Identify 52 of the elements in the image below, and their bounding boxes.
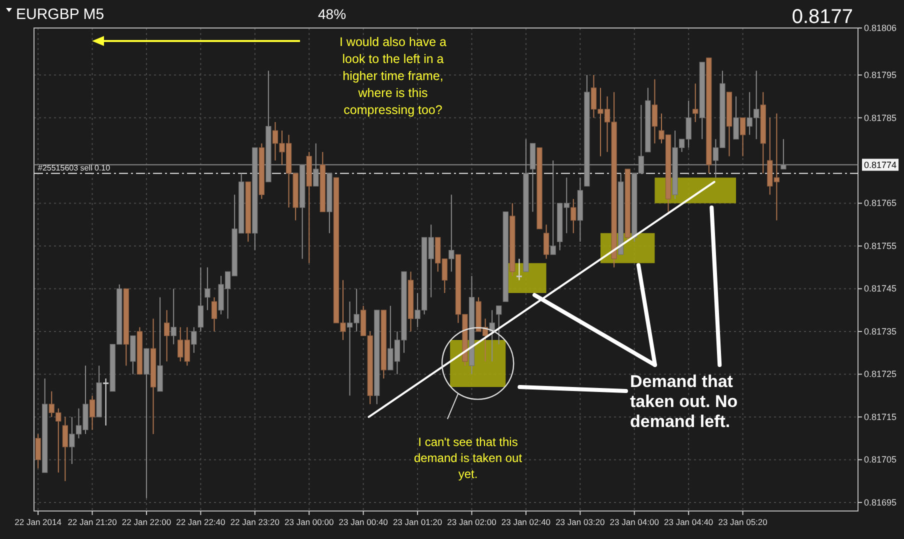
x-tick-label: 22 Jan 22:00 (122, 517, 172, 527)
y-tick-label: 0.81795 (864, 70, 897, 80)
x-tick-label: 23 Jan 03:20 (556, 517, 606, 527)
y-tick-label: 0.81725 (864, 369, 897, 380)
y-tick-label: 0.81785 (864, 112, 897, 123)
ref-line-label: #25515603 sell 0.10 (38, 163, 111, 172)
y-tick-label: 0.81715 (864, 412, 897, 422)
candlestick (204, 266, 210, 311)
x-tick-label: 23 Jan 00:40 (338, 517, 388, 527)
y-tick-label: 0.81745 (864, 284, 897, 294)
x-tick-label: 22 Jan 21:20 (68, 517, 118, 527)
y-tick-label: 0.81806 (864, 23, 897, 33)
candlestick (198, 266, 204, 332)
y-tick-label: 0.81695 (864, 497, 897, 508)
x-tick-label: 22 Jan 22:40 (176, 517, 226, 527)
candlestick (89, 395, 96, 430)
candlestick (496, 305, 502, 345)
candlestick (448, 194, 454, 272)
candlestick (543, 224, 550, 260)
candlestick (164, 310, 170, 362)
candlestick (692, 83, 698, 123)
y-tick-label: 0.81755 (864, 240, 897, 251)
candlestick (191, 326, 197, 354)
x-tick-label: 23 Jan 02:00 (447, 517, 497, 527)
candlestick (103, 378, 109, 426)
text: 48% (318, 6, 346, 22)
candlestick (170, 288, 176, 345)
x-tick-label: 23 Jan 05:20 (718, 517, 768, 527)
x-tick-label: 23 Jan 04:00 (610, 517, 660, 527)
candlestick (516, 258, 522, 281)
candlestick (211, 296, 218, 332)
candlestick (62, 416, 68, 482)
annotation: I would also have a look to the left in a higher time frame, where is this compressing too? (339, 35, 447, 117)
chart-title: EURGBP M5 (16, 6, 104, 23)
y-tick-label: 0.81735 (864, 326, 897, 336)
x-tick-label: 22 Jan 2014 (14, 517, 62, 527)
x-tick-label: 23 Jan 00:00 (284, 517, 334, 527)
y-tick-label: 0.81705 (864, 454, 897, 465)
annotation: I can't see that this demand is taken out yet. (414, 435, 523, 481)
x-tick-label: 23 Jan 04:40 (664, 517, 714, 527)
x-tick-label: 23 Jan 02:40 (501, 517, 551, 527)
candlestick (35, 434, 41, 469)
candlestick (652, 78, 658, 144)
candlestick (733, 96, 739, 140)
ref-line-label: 0.81774 (864, 160, 897, 170)
candlestick (570, 198, 576, 234)
y-tick-label: 0.81765 (864, 198, 897, 208)
annotation: Demand that taken out. No demand left. (630, 372, 738, 431)
text: 0.8177 (792, 6, 853, 28)
candlestick (740, 117, 746, 157)
x-tick-label: 22 Jan 23:20 (230, 517, 280, 527)
x-tick-label: 23 Jan 01:20 (392, 517, 442, 527)
